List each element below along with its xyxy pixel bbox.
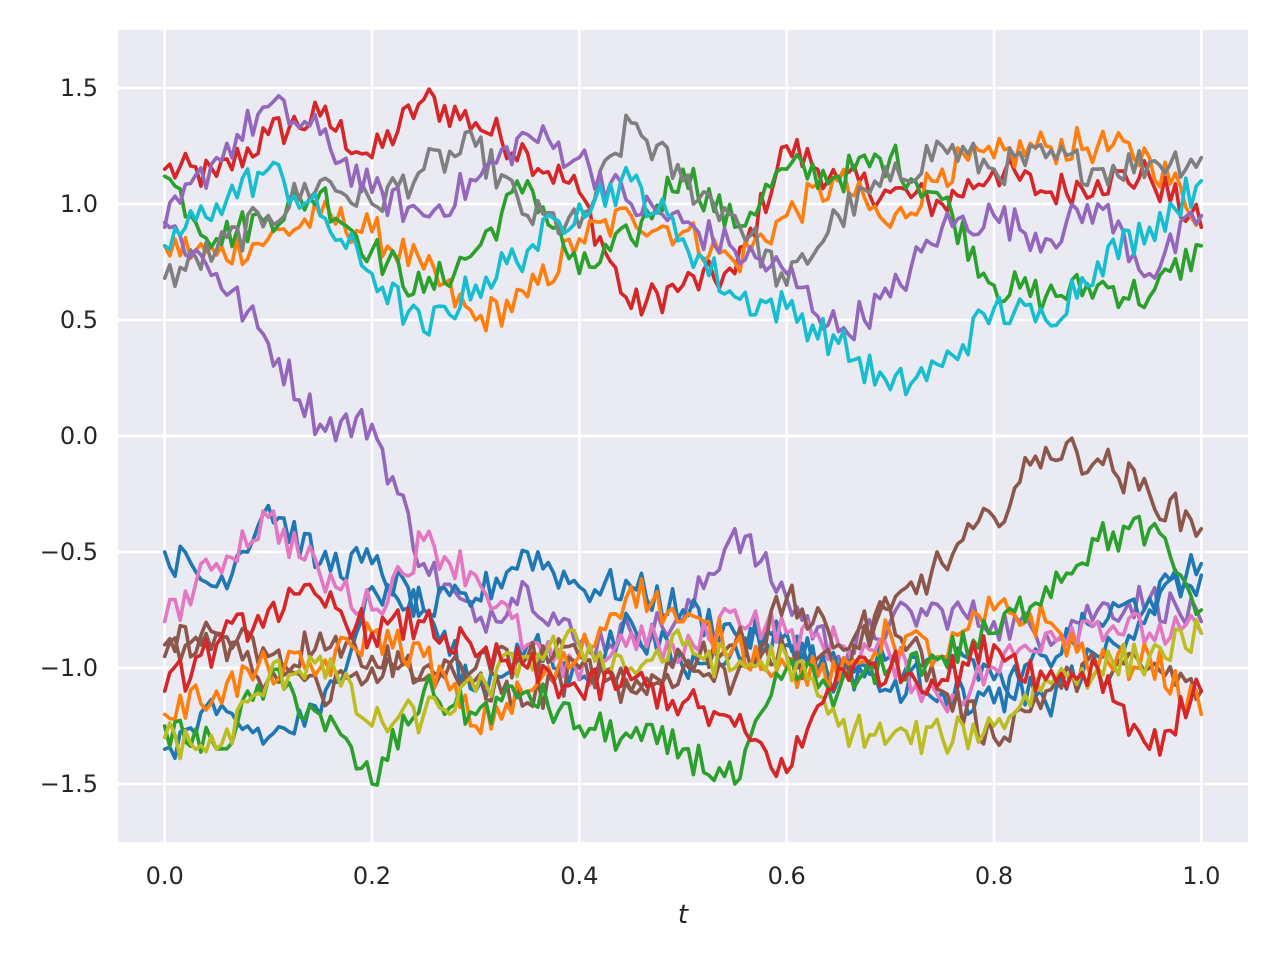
x-tick-label: 0.8 (975, 862, 1013, 890)
series-line-14 (162, 514, 1204, 787)
y-tick-labels: −1.5 −1.0 −0.5 0.0 0.5 1.0 1.5 (40, 74, 98, 798)
x-tick-label: 0.6 (768, 862, 806, 890)
x-tick-label: 0.0 (146, 862, 184, 890)
x-tick-labels: 0.0 0.2 0.4 0.6 0.8 1.0 (146, 862, 1221, 890)
y-tick-label: −0.5 (40, 538, 98, 566)
x-tick-label: 1.0 (1182, 862, 1220, 890)
series-line-6 (162, 94, 1204, 342)
y-tick-label: 0.0 (60, 422, 98, 450)
series-line-1 (162, 87, 1204, 317)
y-tick-label: 0.5 (60, 306, 98, 334)
y-tick-label: 1.5 (60, 74, 98, 102)
x-tick-label: 0.2 (353, 862, 391, 890)
x-tick-label: 0.4 (560, 862, 598, 890)
series-line-8 (162, 503, 1204, 718)
y-tick-label: 1.0 (60, 190, 98, 218)
series-layer (162, 87, 1204, 787)
x-axis-label: t (678, 900, 689, 930)
y-tick-label: −1.5 (40, 770, 98, 798)
y-tick-label: −1.0 (40, 654, 98, 682)
series-line-15 (162, 617, 1204, 761)
series-line-4 (162, 113, 1204, 289)
series-line-16 (162, 582, 1204, 779)
series-line-3 (162, 143, 1204, 314)
series-line-7 (162, 160, 1204, 397)
